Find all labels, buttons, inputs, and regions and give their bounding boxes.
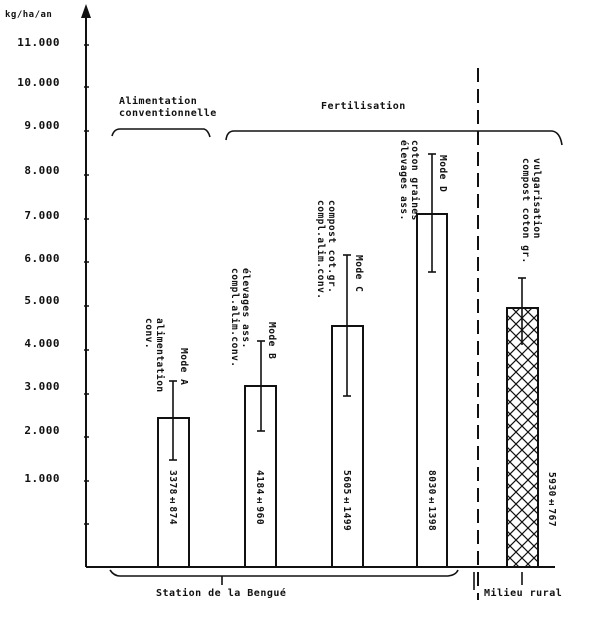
y-axis-unit: kg/ha/an <box>5 10 53 20</box>
error-bars <box>169 153 526 461</box>
bar-description: élevages ass. compl.alim.conv. <box>229 268 251 368</box>
bar-value-label: 8030±1398 <box>426 470 437 532</box>
bar-description: compost cot.gr. compl.alim.conv. <box>315 200 337 300</box>
y-tick-label: 6.000 <box>24 252 60 265</box>
bar-vulgarisation-hatched <box>506 307 539 568</box>
group-label-station: Station de la Bengué <box>156 588 287 599</box>
group-label-fertilisation: Fertilisation <box>321 101 406 112</box>
bar-mode-label: Mode B <box>266 322 277 360</box>
bar-description: vulgarisation compost coton gr. <box>520 158 542 264</box>
group-label-alimentation-line2: conventionnelle <box>119 108 217 119</box>
y-tick-label: 11.000 <box>17 36 60 49</box>
y-tick-label: 1.000 <box>24 472 60 485</box>
bar-mode-label: Mode C <box>353 255 364 293</box>
bar-description: alimentation conv. <box>143 318 165 393</box>
group-label-alimentation-line1: Alimentation <box>119 96 198 107</box>
bar-mode-label: Mode D <box>437 155 448 193</box>
bar-mode-label: Mode A <box>178 348 189 386</box>
axis-arrow-icon <box>81 4 91 18</box>
y-axis <box>81 4 91 567</box>
bottom-brackets <box>109 569 523 590</box>
bar-description: coton graines élevages ass. <box>398 140 420 221</box>
y-tick-label: 5.000 <box>24 294 60 307</box>
y-tick-label: 3.000 <box>24 380 60 393</box>
y-tick-label: 8.000 <box>24 164 60 177</box>
y-tick-label: 7.000 <box>24 209 60 222</box>
bar-value-label: 5930±767 <box>546 472 557 528</box>
y-tick-label: 10.000 <box>17 76 60 89</box>
bar-value-label: 4184±960 <box>254 470 265 526</box>
y-tick-label: 9.000 <box>24 119 60 132</box>
bar-value-label: 5605±1499 <box>341 470 352 532</box>
y-tick-label: 2.000 <box>24 424 60 437</box>
group-label-milieu-rural: Milieu rural <box>484 588 563 599</box>
bar-value-label: 3378±874 <box>167 470 178 526</box>
y-tick-label: 4.000 <box>24 337 60 350</box>
top-brackets <box>111 128 563 146</box>
